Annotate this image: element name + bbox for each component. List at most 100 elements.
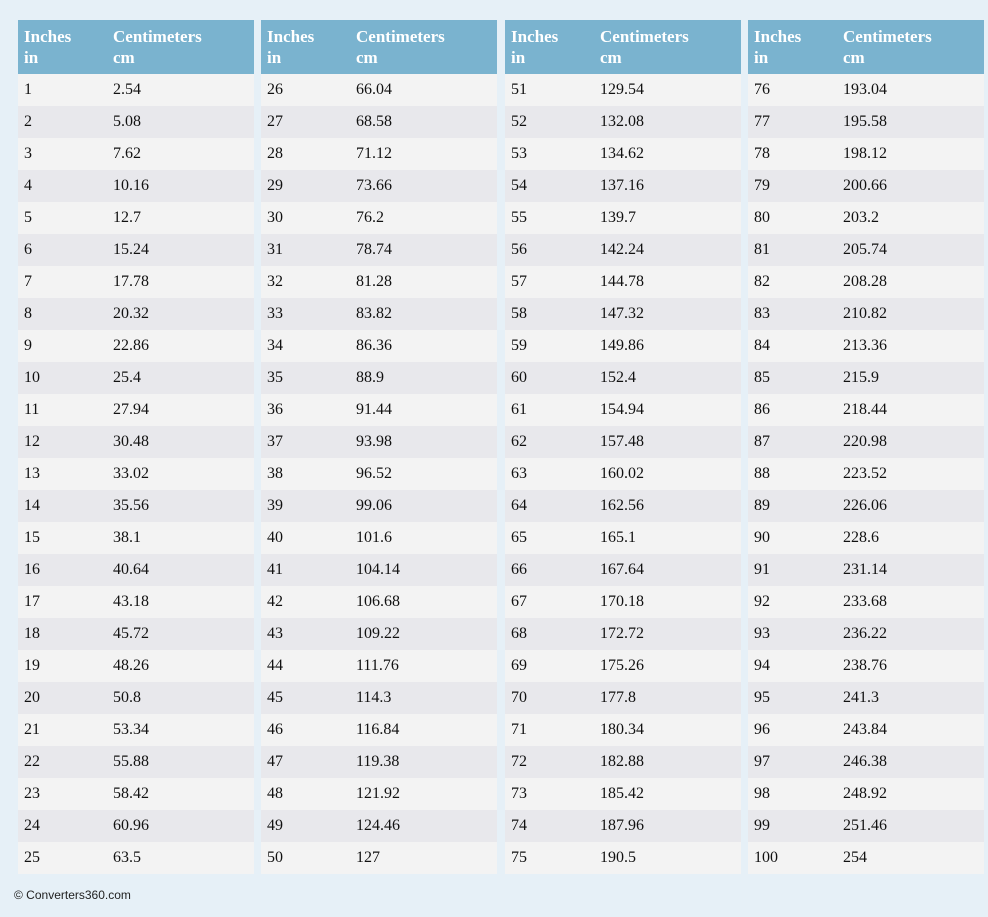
table-row: 74 187.96 bbox=[505, 810, 741, 842]
cm-value: 132.08 bbox=[600, 113, 644, 130]
cm-value: 137.16 bbox=[600, 177, 644, 194]
inch-value: 21 bbox=[24, 721, 40, 738]
cm-value: 40.64 bbox=[113, 561, 149, 578]
inch-value: 16 bbox=[24, 561, 40, 578]
cm-value: 251.46 bbox=[843, 817, 887, 834]
table-row: 21 53.34 bbox=[18, 714, 254, 746]
inch-value: 29 bbox=[267, 177, 283, 194]
table-row: 43 109.22 bbox=[261, 618, 497, 650]
table-row: 59 149.86 bbox=[505, 330, 741, 362]
inch-value: 47 bbox=[267, 753, 283, 770]
inch-value: 93 bbox=[754, 625, 770, 642]
cm-value: 71.12 bbox=[356, 145, 392, 162]
table-row: 4 10.16 bbox=[18, 170, 254, 202]
table-row: 51 129.54 bbox=[505, 74, 741, 106]
header-text: Centimeters bbox=[356, 27, 445, 46]
inch-value: 59 bbox=[511, 337, 527, 354]
inch-value: 60 bbox=[511, 369, 527, 386]
table-row: 72 182.88 bbox=[505, 746, 741, 778]
table-row: 44 111.76 bbox=[261, 650, 497, 682]
table-row: 77 195.58 bbox=[748, 106, 984, 138]
inch-value: 46 bbox=[267, 721, 283, 738]
cm-value: 220.98 bbox=[843, 433, 887, 450]
table-row: 93 236.22 bbox=[748, 618, 984, 650]
inch-value: 65 bbox=[511, 529, 527, 546]
table-row: 94 238.76 bbox=[748, 650, 984, 682]
inch-value: 23 bbox=[24, 785, 40, 802]
table-row: 6 15.24 bbox=[18, 234, 254, 266]
table-row: 78 198.12 bbox=[748, 138, 984, 170]
table-row: 70 177.8 bbox=[505, 682, 741, 714]
cm-value: 213.36 bbox=[843, 337, 887, 354]
cm-value: 91.44 bbox=[356, 401, 392, 418]
cm-value: 25.4 bbox=[113, 369, 141, 386]
inch-value: 88 bbox=[754, 465, 770, 482]
table-row: 89 226.06 bbox=[748, 490, 984, 522]
table-row: 8 20.32 bbox=[18, 298, 254, 330]
inch-value: 54 bbox=[511, 177, 527, 194]
inch-value: 86 bbox=[754, 401, 770, 418]
inch-value: 48 bbox=[267, 785, 283, 802]
inch-value: 43 bbox=[267, 625, 283, 642]
cm-value: 157.48 bbox=[600, 433, 644, 450]
inch-value: 75 bbox=[511, 849, 527, 866]
inch-value: 83 bbox=[754, 305, 770, 322]
inch-value: 81 bbox=[754, 241, 770, 258]
cm-value: 147.32 bbox=[600, 305, 644, 322]
inch-value: 77 bbox=[754, 113, 770, 130]
inch-value: 80 bbox=[754, 209, 770, 226]
cm-value: 109.22 bbox=[356, 625, 400, 642]
cm-value: 124.46 bbox=[356, 817, 400, 834]
table-row: 29 73.66 bbox=[261, 170, 497, 202]
cm-value: 208.28 bbox=[843, 273, 887, 290]
cm-value: 218.44 bbox=[843, 401, 887, 418]
cm-value: 7.62 bbox=[113, 145, 141, 162]
table-row: 79 200.66 bbox=[748, 170, 984, 202]
table-row: 47 119.38 bbox=[261, 746, 497, 778]
cm-value: 60.96 bbox=[113, 817, 149, 834]
table-row: 60 152.4 bbox=[505, 362, 741, 394]
table-row: 90 228.6 bbox=[748, 522, 984, 554]
table-row: 81 205.74 bbox=[748, 234, 984, 266]
cm-value: 162.56 bbox=[600, 497, 644, 514]
cm-value: 203.2 bbox=[843, 209, 879, 226]
table-row: 14 35.56 bbox=[18, 490, 254, 522]
inch-value: 44 bbox=[267, 657, 283, 674]
conversion-table: Inches in Centimeters cm 76 193.04 77 195.58 78 1… bbox=[748, 20, 984, 874]
cm-value: 119.38 bbox=[356, 753, 400, 770]
inch-value: 67 bbox=[511, 593, 527, 610]
header-text: Centimeters bbox=[600, 27, 689, 46]
cm-value: 5.08 bbox=[113, 113, 141, 130]
header-text: cm bbox=[600, 48, 622, 67]
table-row: 95 241.3 bbox=[748, 682, 984, 714]
inch-value: 99 bbox=[754, 817, 770, 834]
inch-value: 11 bbox=[24, 401, 40, 418]
table-row: 9 22.86 bbox=[18, 330, 254, 362]
inch-value: 41 bbox=[267, 561, 283, 578]
header-text: in bbox=[267, 48, 282, 67]
header-cell: Inches in bbox=[24, 26, 71, 68]
table-row: 37 93.98 bbox=[261, 426, 497, 458]
cm-value: 43.18 bbox=[113, 593, 149, 610]
table-row: 19 48.26 bbox=[18, 650, 254, 682]
inch-value: 64 bbox=[511, 497, 527, 514]
table-row: 76 193.04 bbox=[748, 74, 984, 106]
cm-value: 198.12 bbox=[843, 145, 887, 162]
inch-value: 74 bbox=[511, 817, 527, 834]
header-text: in bbox=[754, 48, 769, 67]
conversion-table: Inches in Centimeters cm 1 2.54 2 5.08 3 7.62 4 10.… bbox=[18, 20, 254, 874]
cm-value: 22.86 bbox=[113, 337, 149, 354]
cm-value: 180.34 bbox=[600, 721, 644, 738]
inch-value: 25 bbox=[24, 849, 40, 866]
inch-value: 82 bbox=[754, 273, 770, 290]
table-row: 20 50.8 bbox=[18, 682, 254, 714]
table-row: 39 99.06 bbox=[261, 490, 497, 522]
cm-value: 205.74 bbox=[843, 241, 887, 258]
cm-value: 134.62 bbox=[600, 145, 644, 162]
inch-value: 27 bbox=[267, 113, 283, 130]
inch-value: 22 bbox=[24, 753, 40, 770]
table-row: 33 83.82 bbox=[261, 298, 497, 330]
cm-value: 114.3 bbox=[356, 689, 392, 706]
table-header: Inches in Centimeters cm bbox=[18, 20, 254, 74]
